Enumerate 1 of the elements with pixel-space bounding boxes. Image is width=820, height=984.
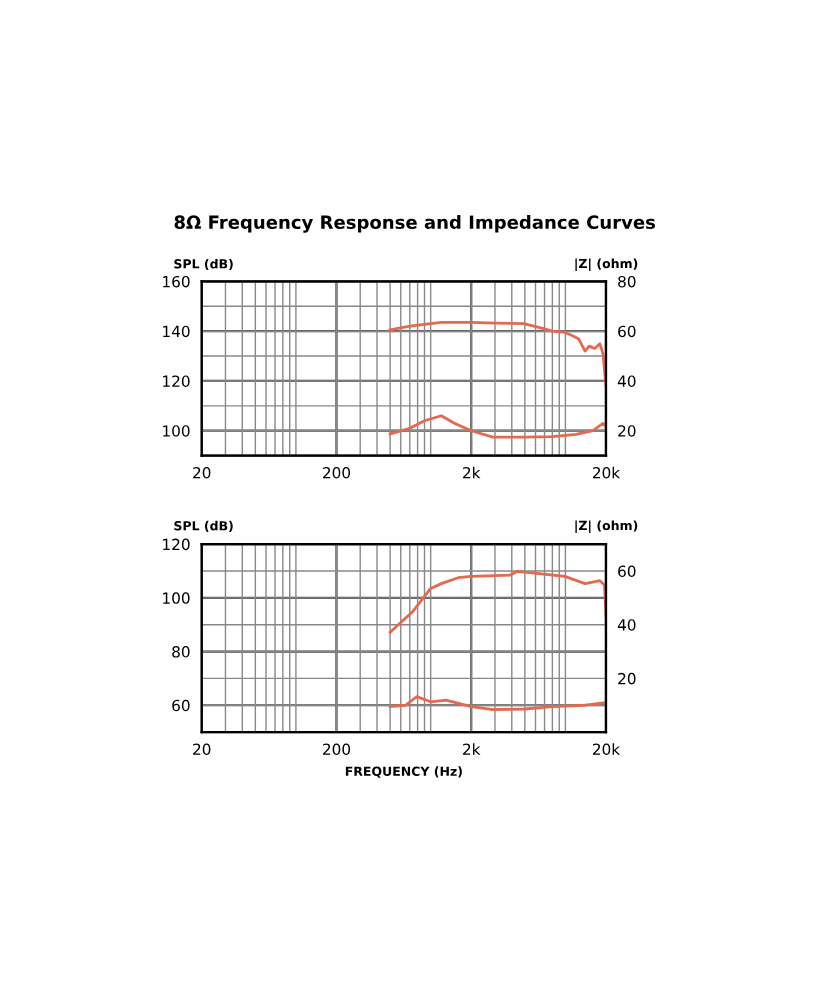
chart-title: 8Ω Frequency Response and Impedance Curves <box>174 215 656 233</box>
